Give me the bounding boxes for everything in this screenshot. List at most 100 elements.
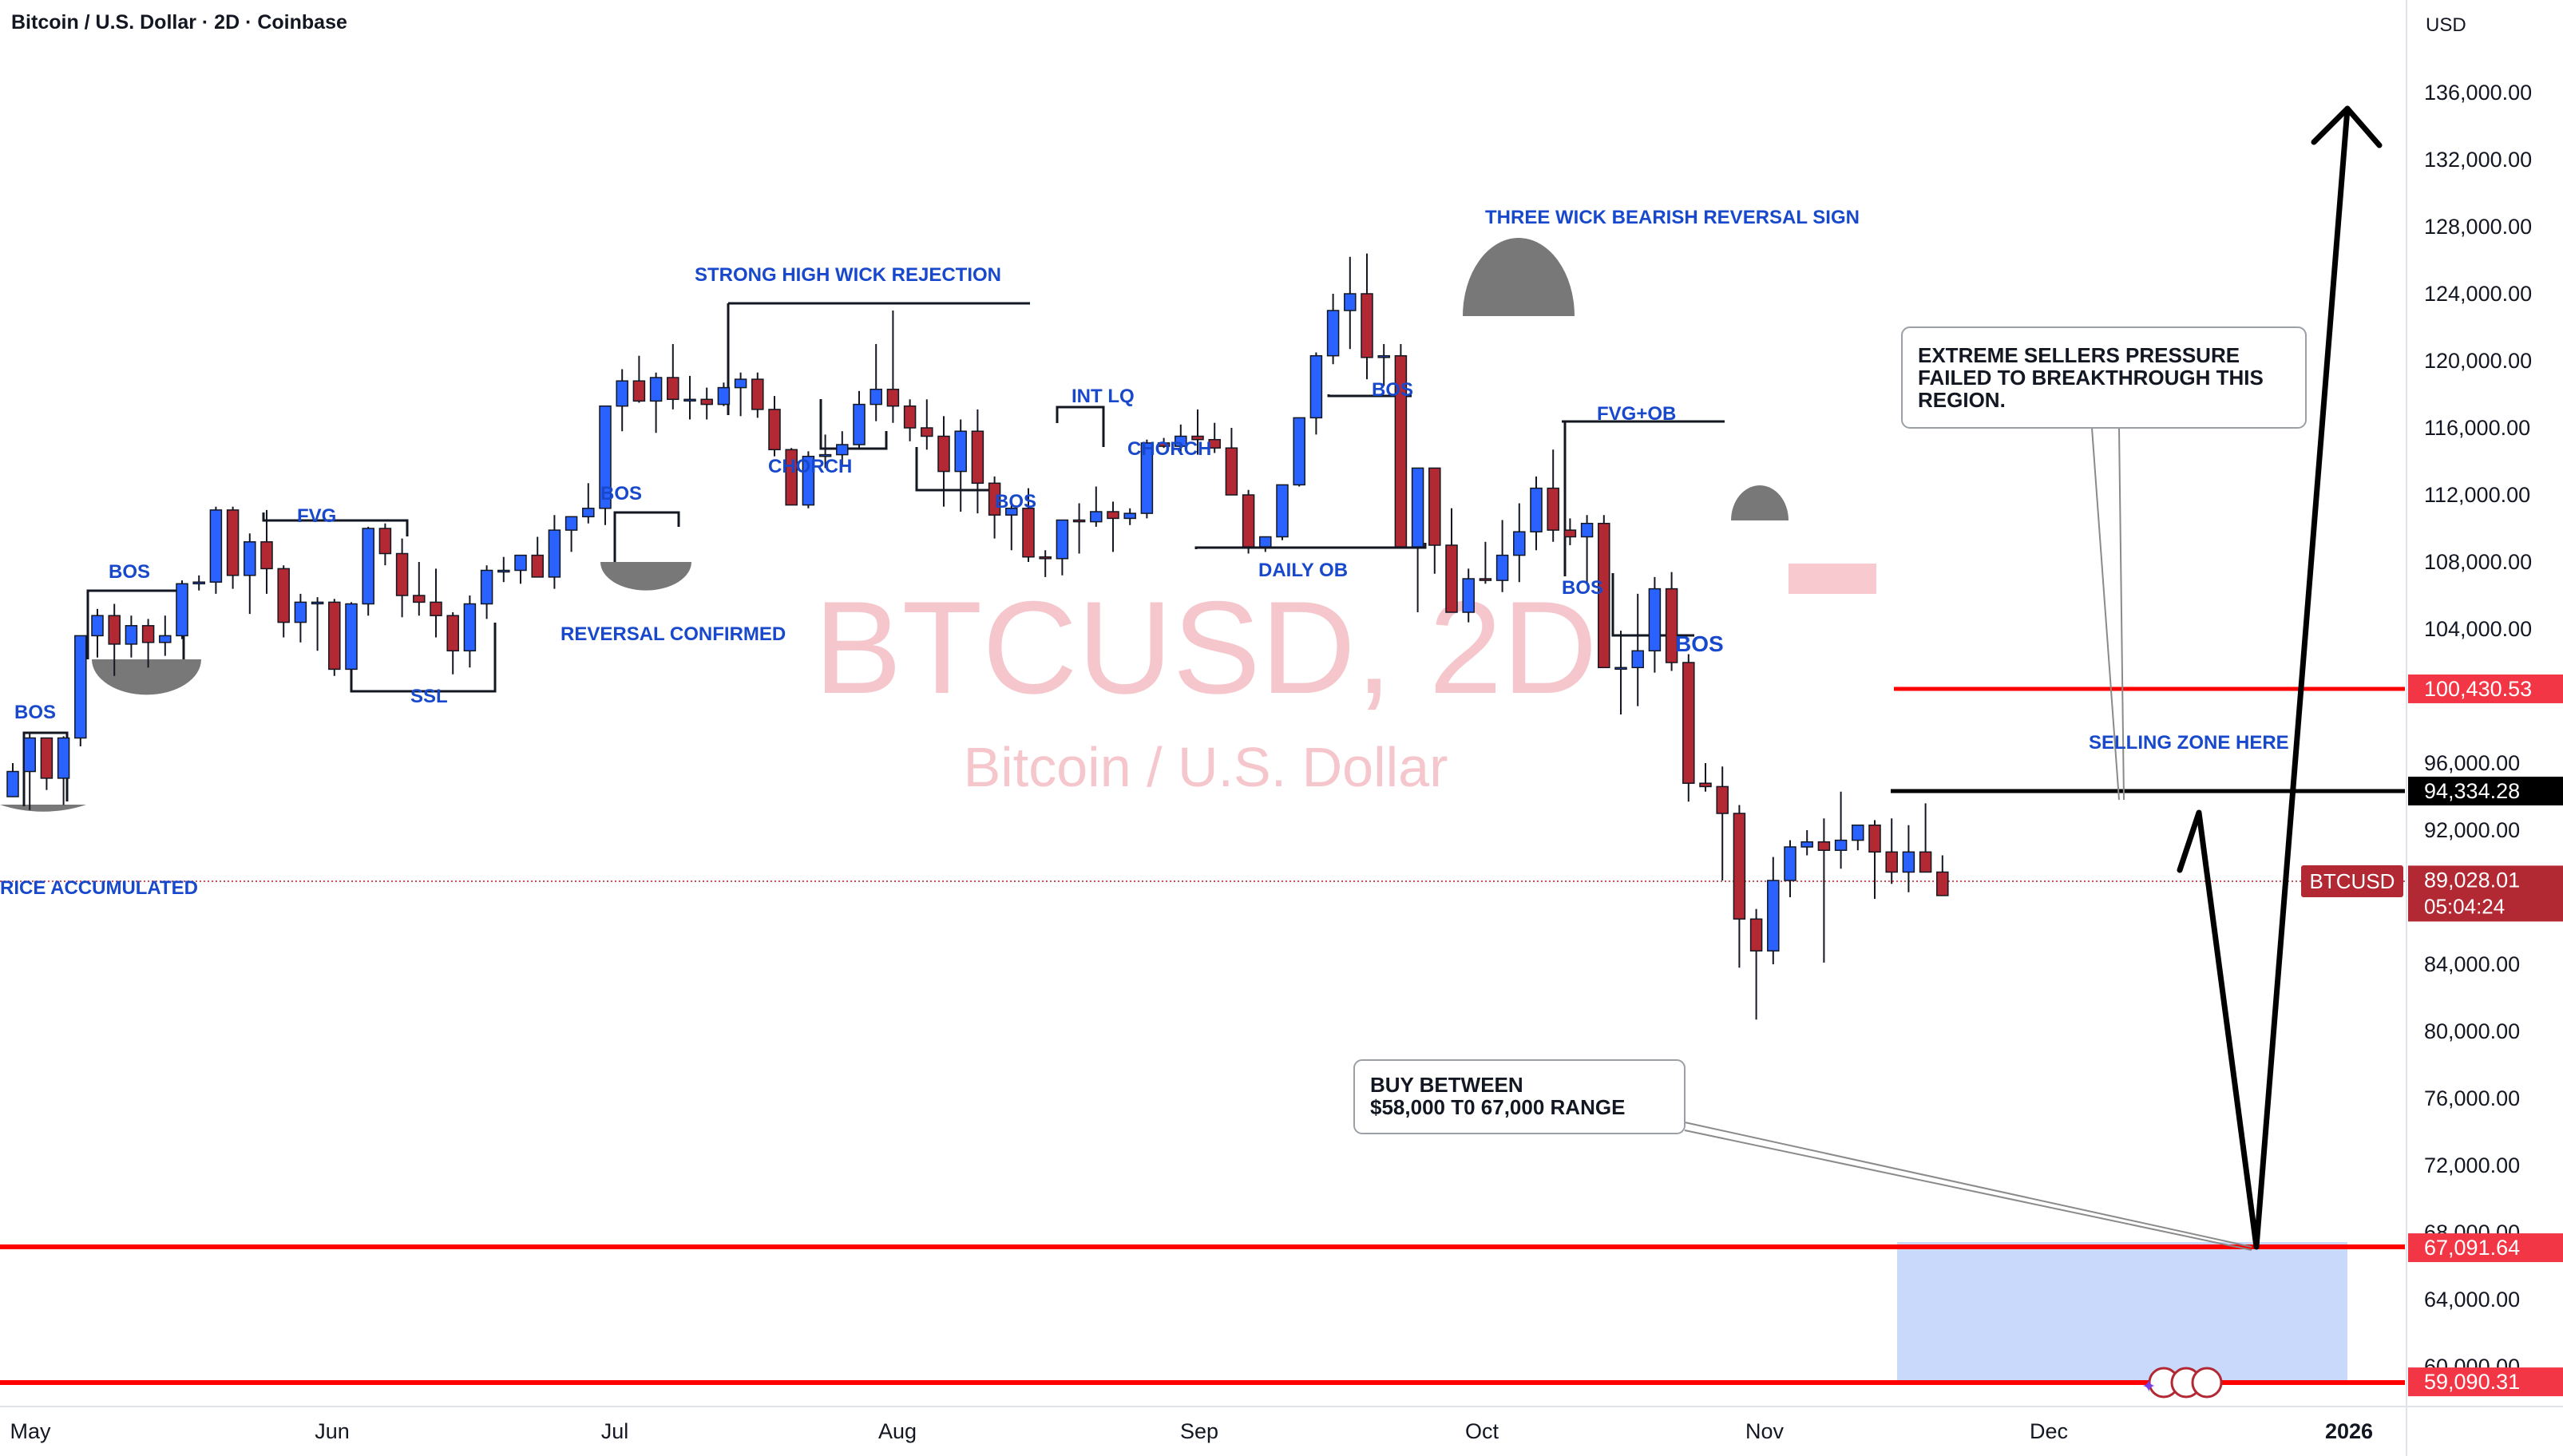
price-tick-label: 92,000.00 bbox=[2424, 818, 2520, 842]
candle-body bbox=[226, 509, 240, 576]
candle-body bbox=[1767, 880, 1780, 952]
candle-body bbox=[1157, 442, 1171, 447]
candle-body bbox=[1344, 293, 1357, 311]
selling-zone-tag-bg bbox=[2408, 776, 2563, 805]
bos-dome-1 bbox=[92, 659, 201, 695]
candle-body bbox=[1495, 554, 1509, 581]
annotation-price-accumulated: RICE ACCUMULATED bbox=[0, 877, 198, 899]
symbol-tag-bg bbox=[2301, 865, 2403, 897]
candle-body bbox=[1175, 435, 1187, 447]
candle-body bbox=[345, 603, 358, 671]
candle-body bbox=[1902, 851, 1915, 873]
candle-body bbox=[1022, 508, 1035, 558]
annotation-bos-6: BOS bbox=[1562, 577, 1603, 599]
annotation-wick-rejection: STRONG HIGH WICK REJECTION bbox=[695, 264, 1001, 286]
candle-body bbox=[108, 615, 121, 645]
candle-body bbox=[159, 635, 172, 643]
flag-badge-icon: ✦ bbox=[2141, 1367, 2223, 1399]
candle-body bbox=[1090, 511, 1103, 523]
candle-body bbox=[1293, 417, 1305, 486]
buy-top-tag-bg bbox=[2408, 1233, 2563, 1263]
candlesticks bbox=[6, 253, 1949, 1020]
candle-body bbox=[1140, 442, 1154, 514]
candle-body bbox=[1445, 544, 1458, 613]
candle-body bbox=[413, 595, 426, 603]
candle-body bbox=[125, 625, 138, 645]
time-tick-label: May bbox=[10, 1419, 51, 1443]
candle-body bbox=[582, 508, 595, 518]
last-price-tag: 89,028.01 bbox=[2424, 868, 2520, 892]
candle-body bbox=[1259, 536, 1272, 548]
candle-body bbox=[1834, 839, 1848, 851]
candle-body bbox=[395, 552, 409, 596]
candle-body bbox=[57, 737, 70, 779]
time-tick-label: Aug bbox=[878, 1419, 917, 1443]
candle-body bbox=[1919, 851, 1932, 873]
candle-body bbox=[903, 405, 917, 429]
time-tick-label: 2026 bbox=[2325, 1419, 2373, 1443]
candle-body bbox=[1631, 650, 1644, 669]
buy-bottom-tag-bg bbox=[2408, 1367, 2563, 1397]
candle-body bbox=[667, 377, 679, 401]
candle-body bbox=[599, 405, 612, 509]
candle-body bbox=[74, 635, 87, 739]
candle-body bbox=[1733, 813, 1746, 920]
annotation-bos-7: BOS bbox=[1675, 631, 1724, 656]
candle-body bbox=[40, 737, 53, 779]
last-price-tag-bg bbox=[2408, 865, 2563, 922]
buy-zone bbox=[1897, 1242, 2347, 1380]
candle-body bbox=[378, 528, 392, 555]
watermark-subtitle: Bitcoin / U.S. Dollar bbox=[964, 736, 1448, 798]
structure-lines bbox=[22, 302, 1725, 806]
candle-body bbox=[1428, 467, 1441, 546]
annotation-selling-zone: SELLING ZONE HERE bbox=[2089, 732, 2289, 754]
candle-body bbox=[649, 377, 663, 402]
candle-body bbox=[734, 378, 747, 389]
annotation-fvg: FVG bbox=[297, 505, 336, 527]
candle-body bbox=[362, 528, 374, 605]
candle-body bbox=[717, 386, 731, 406]
candle-body bbox=[514, 554, 527, 572]
candle-body bbox=[277, 568, 290, 623]
candle-body bbox=[954, 430, 967, 473]
candle-body bbox=[209, 509, 223, 583]
candle-body bbox=[1699, 782, 1712, 788]
bos-dome-2 bbox=[600, 562, 691, 591]
watermark-title: BTCUSD, 2D bbox=[814, 574, 1598, 721]
candle-body bbox=[1800, 841, 1813, 848]
candle-body bbox=[632, 380, 646, 402]
candle-body bbox=[6, 770, 19, 797]
projection-arrow bbox=[2177, 105, 2383, 1250]
candle-body bbox=[294, 601, 307, 623]
annotation-ssl: SSL bbox=[410, 686, 448, 707]
currency-label[interactable]: USD bbox=[2426, 14, 2466, 36]
annotation-chorch-1: CHORCH bbox=[768, 456, 852, 477]
price-axis[interactable]: 136,000.00 132,000.00 128,000.00 124,000.00… bbox=[2424, 81, 2532, 1379]
candle-body bbox=[616, 380, 628, 407]
candle-body bbox=[1784, 846, 1796, 881]
candle-body bbox=[971, 430, 984, 485]
candle-body bbox=[1462, 578, 1475, 613]
time-tick-label: Dec bbox=[2030, 1419, 2068, 1443]
resistance-tag-bg bbox=[2408, 674, 2563, 703]
candle-body bbox=[1208, 438, 1221, 449]
symbol-title: Bitcoin / U.S. Dollar · 2D · Coinbase bbox=[11, 11, 347, 34]
candle-body bbox=[1563, 529, 1577, 538]
accumulation-dome bbox=[0, 805, 86, 812]
candle-body bbox=[1580, 522, 1594, 538]
buy-callout-box bbox=[1353, 1059, 1686, 1134]
candle-body bbox=[1276, 484, 1289, 538]
price-tick-label: 108,000.00 bbox=[2424, 550, 2532, 574]
candle-body bbox=[548, 529, 561, 578]
candle-body bbox=[1598, 522, 1610, 669]
candle-body bbox=[430, 601, 442, 616]
candle-body bbox=[564, 516, 578, 531]
selling-zone-tag: 94,334.28 bbox=[2424, 779, 2520, 803]
candle-body bbox=[802, 455, 815, 506]
price-tick-label: 120,000.00 bbox=[2424, 349, 2532, 373]
candle-body bbox=[1614, 667, 1627, 671]
annotation-reversal-confirmed: REVERSAL CONFIRMED bbox=[561, 623, 786, 645]
sellers-callout-line2: FAILED TO BREAKTHROUGH THIS bbox=[1918, 366, 2264, 390]
time-axis[interactable]: May Jun Jul Aug Sep Oct Nov Dec 2026 bbox=[10, 1419, 2373, 1443]
